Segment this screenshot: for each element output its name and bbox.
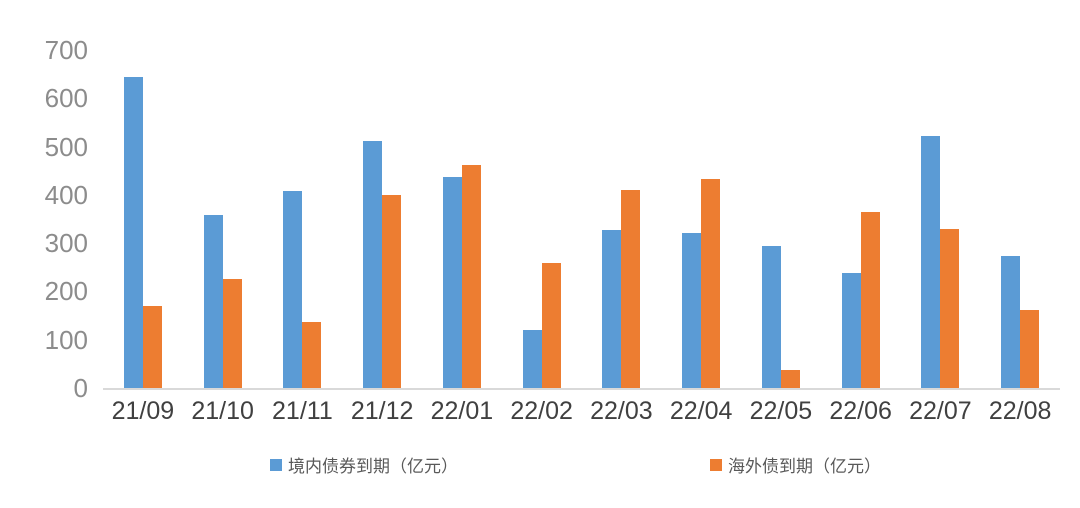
legend-swatch-overseas-icon — [710, 458, 722, 471]
x-axis-label: 22/01 — [430, 397, 494, 425]
bar-group: 21/10 — [183, 50, 263, 425]
y-axis-tick-label: 500 — [44, 131, 88, 162]
bar-overseas — [1020, 310, 1040, 388]
bar-overseas — [701, 178, 721, 388]
bar-domestic — [602, 230, 622, 388]
bar-overseas — [541, 262, 561, 388]
bar-overseas — [780, 370, 800, 388]
legend-label-overseas: 海外债到期（亿元） — [728, 457, 881, 476]
x-axis-label: 21/09 — [111, 397, 175, 425]
y-axis-tick-label: 700 — [44, 35, 88, 65]
bar-domestic — [123, 76, 143, 388]
x-axis-label: 22/06 — [829, 397, 892, 425]
y-axis-tick-label: 100 — [44, 324, 88, 355]
x-axis-label: 22/08 — [988, 397, 1052, 425]
bar-group: 22/07 — [901, 50, 981, 425]
bar-domestic — [522, 329, 542, 388]
bar-overseas — [142, 305, 162, 388]
bar-group: 21/09 — [103, 50, 183, 425]
bar-overseas — [302, 321, 322, 388]
legend-item-domestic: 境内债券到期（亿元） — [270, 452, 458, 477]
x-axis-label: 22/02 — [510, 397, 573, 425]
x-axis-label: 21/10 — [191, 397, 254, 425]
x-axis-label: 21/11 — [272, 397, 333, 425]
bar-group: 22/02 — [502, 50, 582, 425]
x-axis-label: 21/12 — [350, 397, 414, 425]
bar-overseas — [940, 228, 960, 388]
y-axis-tick-label: 0 — [73, 373, 88, 403]
bar-domestic — [1001, 255, 1021, 388]
legend-item-overseas: 海外债到期（亿元） — [710, 452, 881, 477]
bars-container: 21/09 21/10 21/11 21/12 22/01 22/02 22/03 22/04… — [103, 50, 1060, 425]
bar-group: 21/11 — [263, 50, 343, 425]
y-axis-tick-label: 600 — [44, 83, 88, 114]
bar-domestic — [442, 177, 462, 388]
bar-domestic — [841, 273, 861, 388]
y-axis-tick-label: 400 — [44, 179, 88, 210]
x-axis-label: 22/05 — [749, 397, 813, 425]
bar-group: 22/08 — [980, 50, 1060, 425]
bar-overseas — [222, 278, 242, 388]
bar-group: 22/04 — [661, 50, 741, 425]
x-axis-label: 22/07 — [909, 397, 972, 425]
bar-group: 22/01 — [422, 50, 502, 425]
bar-domestic — [682, 232, 702, 388]
bar-domestic — [921, 135, 941, 388]
bar-group: 22/06 — [821, 50, 901, 425]
x-axis-label: 22/03 — [590, 397, 653, 425]
bar-domestic — [761, 245, 781, 388]
legend-label-domestic: 境内债券到期（亿元） — [288, 457, 458, 476]
bar-group: 22/03 — [582, 50, 662, 425]
bar-overseas — [382, 194, 402, 388]
bar-domestic — [363, 141, 383, 388]
x-axis-label: 22/04 — [669, 397, 733, 425]
bar-overseas — [860, 212, 880, 388]
y-axis-tick-label: 300 — [44, 228, 88, 259]
y-axis-tick-label: 200 — [44, 276, 88, 307]
y-axis: 0 100 200 300 400 500 600 700 — [0, 0, 88, 508]
bar-group: 22/05 — [741, 50, 821, 425]
bar-overseas — [621, 190, 641, 388]
legend-swatch-domestic-icon — [270, 458, 282, 471]
bar-domestic — [283, 191, 303, 388]
bar-group: 21/12 — [342, 50, 422, 425]
bar-domestic — [203, 215, 223, 388]
bar-overseas — [461, 164, 481, 388]
